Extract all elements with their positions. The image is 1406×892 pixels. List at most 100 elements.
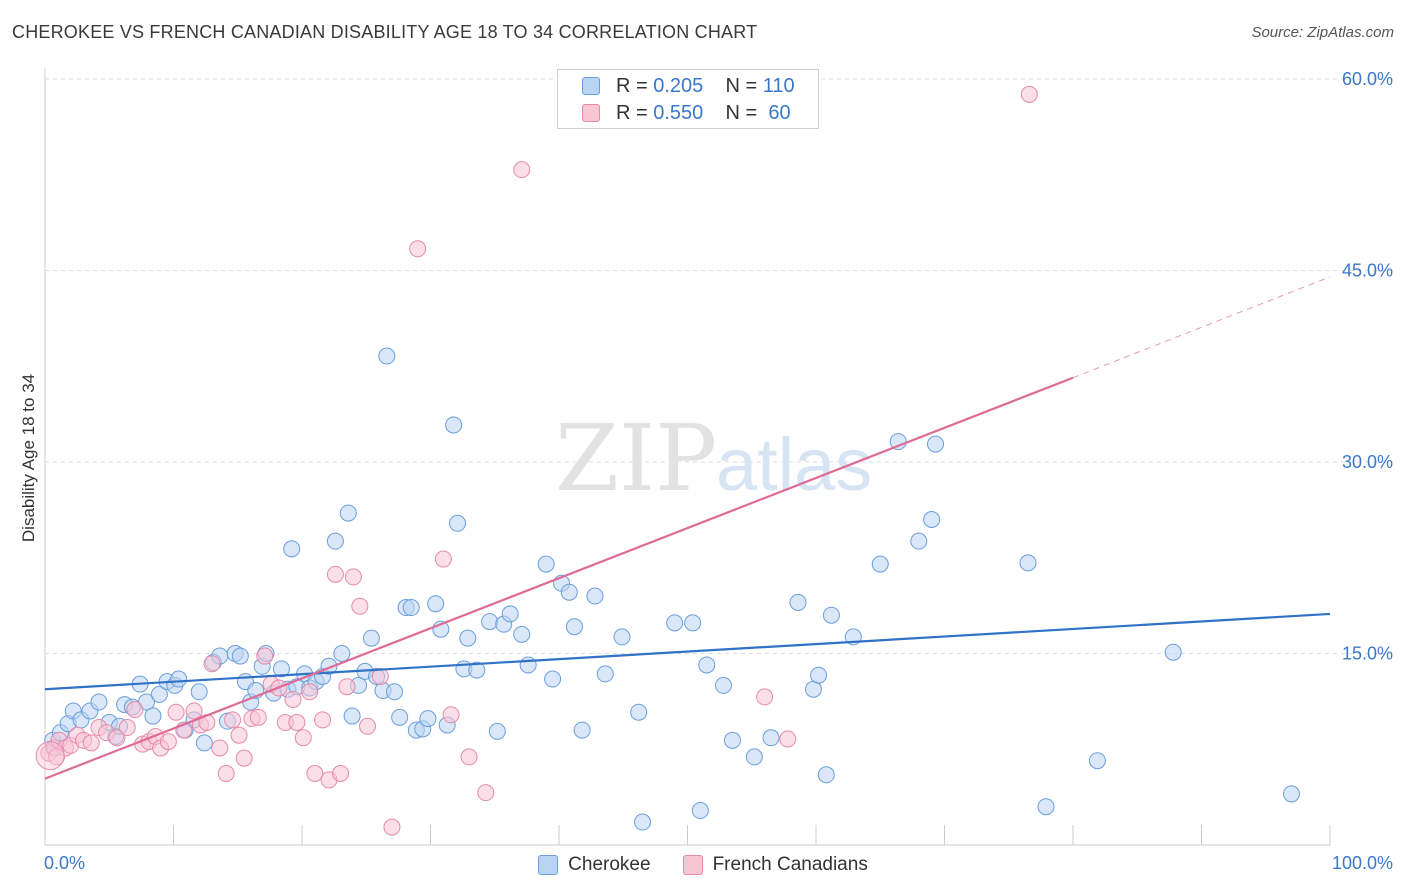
cherokee-point (684, 614, 702, 632)
cherokee-point (565, 618, 583, 636)
cherokee-point (822, 606, 840, 624)
cherokee-swatch-icon (582, 77, 600, 95)
cherokee-point (714, 676, 732, 694)
cherokee-point (501, 605, 519, 623)
french-point (314, 711, 332, 729)
cherokee-point (586, 587, 604, 605)
bottom-legend-cherokee: Cherokee (538, 854, 651, 876)
cherokee-point (789, 593, 807, 611)
cherokee-point (231, 647, 249, 665)
chart-title: CHEROKEE VS FRENCH CANADIAN DISABILITY A… (12, 22, 758, 42)
legend-row-french: R = 0.550 N = 60 (582, 100, 791, 126)
cherokee-point (283, 540, 301, 558)
cherokee-point (272, 660, 290, 678)
source-label: Source: ZipAtlas.com (1251, 24, 1394, 41)
cherokee-point (1088, 752, 1106, 770)
cherokee-point (723, 731, 741, 749)
cherokee-point (459, 629, 477, 647)
cherokee-point (333, 645, 351, 662)
french-point (288, 713, 306, 731)
x-tick-label: 100.0% (1332, 853, 1393, 873)
cherokee-point (596, 665, 614, 683)
french-point (306, 765, 324, 783)
legend-r-value: 0.205 (653, 74, 704, 97)
cherokee-point (519, 656, 537, 674)
tick-labels: 15.0% 30.0% 45.0% 60.0% 0.0% 100.0% Disability… (19, 69, 1393, 873)
cherokee-point (666, 614, 684, 632)
french-point (284, 690, 302, 708)
cherokee-point (537, 555, 555, 573)
watermark-text: atlas (716, 423, 872, 506)
cherokee-point (910, 532, 928, 550)
cherokee-point (513, 625, 531, 643)
cherokee-point (1282, 785, 1300, 803)
cherokee-point (817, 766, 835, 784)
french-point (1020, 85, 1038, 103)
french-point (211, 739, 229, 757)
grid-lines (45, 78, 1395, 654)
trend-lines (44, 276, 1331, 780)
french-trend-line (44, 376, 1074, 780)
french-trend-extension (1072, 276, 1331, 379)
french-point (256, 647, 274, 665)
y-tick-label: 60.0% (1342, 69, 1393, 89)
watermark-text: ZIP (555, 405, 717, 512)
cherokee-point (339, 504, 357, 522)
bottom-legend-label: Cherokee (568, 854, 651, 875)
french-point (35, 741, 65, 771)
french-point (224, 711, 242, 729)
legend-r-label: R = (616, 74, 648, 97)
cherokee-point (195, 734, 213, 752)
bottom-legend-label: French Canadians (712, 854, 868, 875)
french-point (235, 749, 253, 767)
cherokee-point (573, 721, 591, 739)
cherokee-point (1019, 554, 1037, 572)
french-point (359, 717, 377, 735)
cherokee-point (362, 629, 380, 647)
french-point (383, 818, 401, 836)
cherokee-point (871, 555, 889, 573)
french-point (326, 565, 344, 583)
cherokee-point (481, 613, 499, 631)
french-point (118, 719, 136, 737)
cherokee-point (691, 802, 709, 820)
y-axis-label: Disability Age 18 to 34 (19, 374, 38, 542)
cherokee-point (326, 532, 344, 550)
french-point (167, 703, 185, 721)
cherokee-point (613, 628, 631, 646)
french-point (108, 729, 126, 747)
french-point (477, 784, 495, 802)
legend-row-cherokee: R = 0.205 N = 110 (582, 73, 795, 99)
french-point (230, 726, 248, 744)
french-swatch-icon (682, 855, 703, 875)
cherokee-point (630, 703, 648, 721)
cherokee-point (378, 347, 396, 365)
cherokee-point (1037, 798, 1055, 816)
french-point (434, 550, 452, 568)
french-point (460, 748, 478, 766)
french-point (344, 568, 362, 586)
cherokee-point (698, 656, 716, 674)
french-point (249, 708, 267, 726)
cherokee-point (488, 722, 506, 740)
y-tick-label: 15.0% (1342, 644, 1393, 664)
french-point (371, 667, 389, 685)
axes (44, 68, 1331, 846)
french-point (338, 678, 356, 696)
stats-legend: R = 0.205 N = 110 R = 0.550 N = 60 (557, 69, 819, 129)
french-point (409, 240, 427, 258)
cherokee-point (427, 595, 445, 613)
french-point (301, 683, 319, 701)
french-point (185, 702, 203, 720)
cherokee-point (144, 707, 162, 725)
french-point (159, 733, 177, 751)
cherokee-trend-line (44, 612, 1331, 691)
cherokee-point (810, 666, 828, 684)
legend-r-label: R = (616, 101, 648, 124)
y-tick-label: 30.0% (1342, 452, 1393, 472)
french-point (779, 730, 797, 748)
cherokee-point (889, 433, 907, 451)
y-tick-label: 45.0% (1342, 261, 1393, 281)
